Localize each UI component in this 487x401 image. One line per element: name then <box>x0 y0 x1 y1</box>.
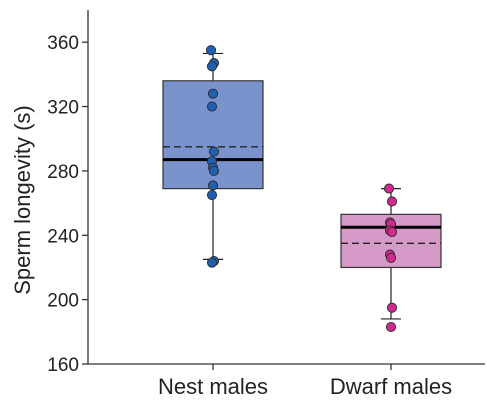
y-tick-label: 240 <box>47 226 79 247</box>
data-point <box>386 302 398 313</box>
data-point <box>383 183 395 194</box>
box-group-2 <box>340 183 442 333</box>
data-point <box>208 165 220 176</box>
data-point <box>208 146 220 157</box>
data-point <box>385 252 397 263</box>
box-group-1 <box>162 45 264 268</box>
x-category-label: Dwarf males <box>330 374 452 399</box>
y-tick-label: 200 <box>47 291 79 312</box>
x-category-label: Nest males <box>158 374 268 399</box>
data-point <box>206 101 218 112</box>
y-axis-title: Sperm longevity (s) <box>10 105 35 295</box>
y-tick-label: 320 <box>47 98 79 119</box>
plot-area <box>162 45 442 333</box>
data-point <box>206 257 218 268</box>
data-point <box>385 321 397 333</box>
axes: 160 200 240 280 320 360 Nest males Dwarf males <box>47 10 485 399</box>
data-point <box>207 88 219 99</box>
data-point <box>386 227 398 238</box>
data-point <box>386 196 398 207</box>
data-point <box>206 189 218 201</box>
y-tick-label: 160 <box>47 355 79 376</box>
data-point <box>206 61 218 72</box>
data-point <box>207 180 219 191</box>
y-tick-label: 360 <box>47 33 79 54</box>
y-tick-label: 280 <box>47 162 79 183</box>
data-point <box>205 45 217 56</box>
